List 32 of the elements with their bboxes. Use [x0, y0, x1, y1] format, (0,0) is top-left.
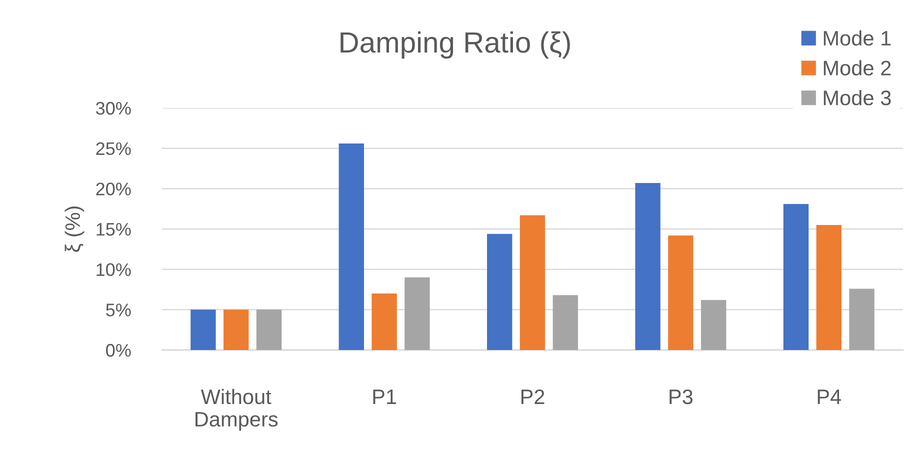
bar [849, 288, 874, 350]
bar [668, 235, 694, 350]
y-tick-label: 10% [96, 263, 131, 276]
bar [404, 277, 430, 350]
x-tick-label: P1 [373, 390, 396, 404]
x-tick-label: Without Dampers [196, 388, 278, 431]
y-tick-label: 30% [96, 102, 131, 115]
bar [552, 295, 578, 350]
bar [338, 143, 364, 350]
y-tick-label: 25% [96, 142, 131, 156]
chart-title: Damping Ratio (ξ) [340, 31, 570, 59]
legend-label: Mode 2 [824, 60, 891, 76]
bar [256, 310, 282, 350]
bar [816, 224, 842, 350]
y-tick-label: 5% [106, 304, 131, 316]
y-tick-label: 20% [96, 182, 131, 196]
bar [372, 294, 397, 350]
bar [701, 300, 726, 350]
bar [783, 204, 809, 350]
x-tick-label: P3 [670, 389, 693, 404]
y-axis-title: ξ (%) [64, 206, 84, 252]
bar [635, 183, 660, 350]
y-tick-label: 0% [106, 344, 131, 357]
legend-label: Mode 3 [824, 90, 891, 106]
bar [520, 215, 546, 350]
bar [224, 310, 249, 350]
y-tick-label: 15% [96, 223, 131, 236]
bar [487, 234, 512, 350]
bar [190, 310, 216, 350]
x-tick-label: P2 [521, 389, 544, 404]
legend-label: Mode 1 [824, 30, 891, 46]
x-tick-label: P4 [818, 390, 842, 404]
